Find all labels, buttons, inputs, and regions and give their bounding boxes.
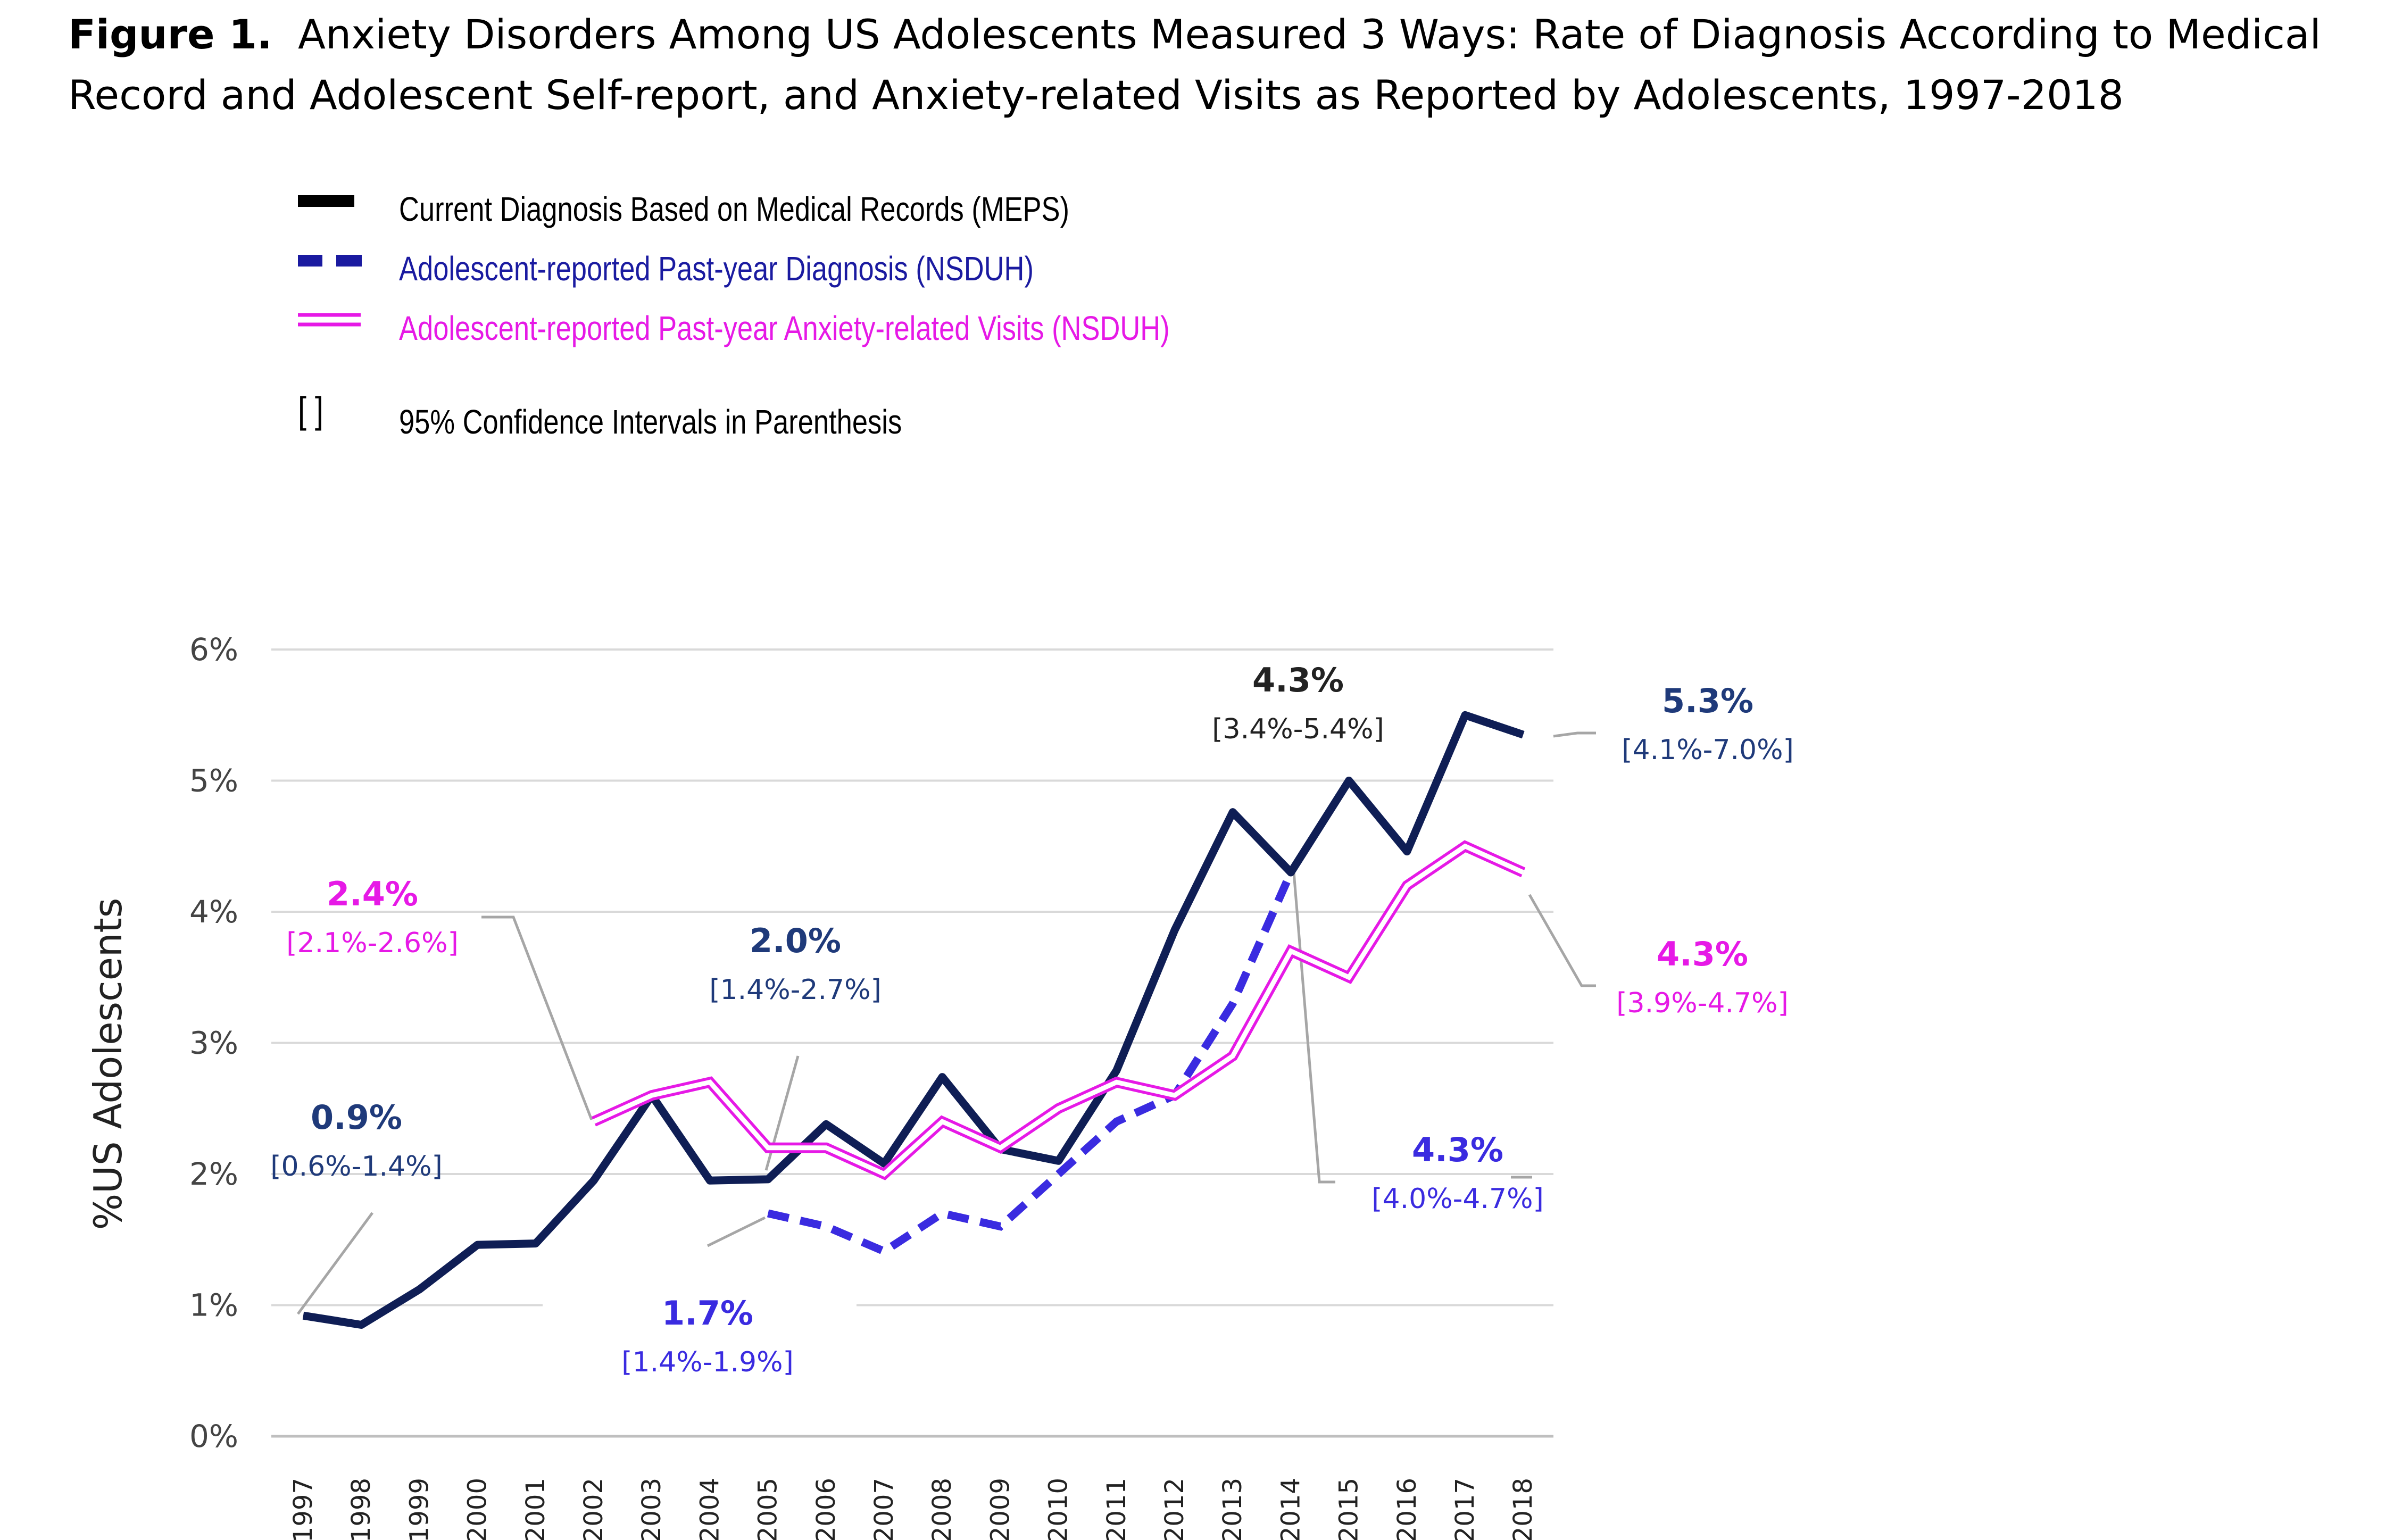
- leader-line: [1553, 731, 1596, 738]
- y-tick-label: 5%: [189, 763, 238, 799]
- x-tick-label: 2005: [753, 1478, 783, 1540]
- annotation-ci: [0.6%-1.4%]: [270, 1151, 443, 1183]
- y-tick-label: 1%: [189, 1287, 238, 1323]
- annotation-ci: [4.1%-7.0%]: [1622, 734, 1794, 766]
- leader-line: [706, 1216, 766, 1247]
- y-tick-label: 0%: [189, 1418, 238, 1454]
- x-tick-label: 2000: [463, 1478, 493, 1540]
- figure-label: Figure 1.: [68, 11, 272, 58]
- x-axis-ticks: 1997 1998 1999 2000 2001 2002 2003 2004 2005 2006…: [288, 1478, 1538, 1540]
- series-lines: [302, 711, 1526, 1329]
- legend-label-nsduh-visits: Adolescent-reported Past-year Anxiety-re…: [399, 309, 1170, 347]
- annotation-value: 4.3%: [1657, 935, 1748, 973]
- data-point: [883, 1250, 886, 1253]
- y-tick-label: 6%: [189, 631, 238, 668]
- annotation-ci: [3.4%-5.4%]: [1212, 713, 1384, 745]
- y-axis-ticks: 0% 1% 2% 3% 4% 5% 6%: [189, 631, 238, 1454]
- series-line-0: [302, 711, 1525, 1329]
- y-tick-label: 3%: [189, 1025, 238, 1061]
- leader-line: [1528, 894, 1596, 987]
- x-tick-label: 2011: [1102, 1478, 1132, 1540]
- data-point: [825, 1225, 828, 1228]
- figure-title: Figure 1. Anxiety Disorders Among US Ado…: [68, 4, 2356, 126]
- legend-item-nsduh-visits: Adolescent-reported Past-year Anxiety-re…: [298, 300, 1468, 359]
- x-tick-label: 1997: [288, 1478, 318, 1540]
- legend-label-nsduh-diagnosis: Adolescent-reported Past-year Diagnosis …: [399, 249, 1034, 288]
- annotation-ci: [4.0%-4.7%]: [1371, 1183, 1544, 1215]
- x-tick-label: 2001: [521, 1478, 551, 1540]
- annotation-ci: [3.9%-4.7%]: [1616, 987, 1789, 1019]
- x-tick-label: 2007: [869, 1478, 899, 1540]
- annotation-value: 2.4%: [327, 875, 418, 913]
- x-tick-label: 2006: [811, 1478, 841, 1540]
- x-tick-label: 2008: [927, 1478, 957, 1540]
- legend-double-line-icon: [298, 313, 361, 327]
- annotation-value: 4.3%: [1252, 661, 1344, 700]
- legend: Current Diagnosis Based on Medical Recor…: [298, 181, 1468, 457]
- legend-ci-note: 95% Confidence Intervals in Parenthesis: [399, 403, 902, 441]
- annotation-value: 1.7%: [662, 1294, 753, 1333]
- leader-line: [1292, 872, 1335, 1184]
- gridlines: [271, 648, 1553, 1438]
- annotation-ci: [1.4%-2.7%]: [709, 974, 882, 1006]
- legend-item-nsduh-diagnosis: Adolescent-reported Past-year Diagnosis …: [298, 240, 1468, 299]
- legend-ci-note-row: [ ] 95% Confidence Intervals in Parenthe…: [298, 389, 1468, 452]
- legend-item-meps: Current Diagnosis Based on Medical Recor…: [298, 181, 1468, 239]
- x-tick-label: 2004: [695, 1478, 725, 1540]
- x-tick-label: 2016: [1392, 1478, 1422, 1540]
- data-point: [941, 1212, 944, 1215]
- leader-line: [481, 915, 593, 1120]
- x-tick-label: 2015: [1334, 1478, 1364, 1540]
- x-tick-label: 2013: [1218, 1478, 1248, 1540]
- x-tick-label: 2003: [637, 1478, 667, 1540]
- legend-solid-line-icon: [298, 195, 354, 207]
- legend-label-meps: Current Diagnosis Based on Medical Recor…: [399, 190, 1070, 228]
- annotation-leader-lines: [296, 731, 1596, 1315]
- x-tick-label: 2010: [1044, 1478, 1074, 1540]
- annotation-value: 0.9%: [311, 1098, 402, 1137]
- annotations: 0.9% [0.6%-1.4%] 2.4% [2.1%-2.6%] 2.0% [1.4%-…: [270, 661, 1794, 1378]
- annotation-ci: [2.1%-2.6%]: [286, 927, 459, 959]
- x-tick-label: 2009: [985, 1478, 1015, 1540]
- x-tick-label: 2017: [1450, 1478, 1480, 1540]
- series-line-2-inner: [593, 843, 1525, 1177]
- x-tick-label: 2018: [1508, 1478, 1538, 1540]
- y-axis-title: %US Adolescents: [86, 898, 130, 1230]
- annotation-value: 5.3%: [1662, 681, 1753, 720]
- y-tick-label: 4%: [189, 894, 238, 930]
- x-tick-label: 1999: [404, 1478, 434, 1540]
- series-line-2: [591, 840, 1526, 1180]
- annotation-ci: [1.4%-1.9%]: [621, 1346, 794, 1378]
- bracket-icon: [ ]: [298, 389, 323, 431]
- annotation-value: 2.0%: [750, 921, 841, 960]
- leader-line: [296, 1212, 374, 1315]
- x-tick-label: 2014: [1276, 1478, 1306, 1540]
- x-tick-label: 2012: [1160, 1478, 1190, 1540]
- annotation-value: 4.3%: [1412, 1130, 1503, 1169]
- y-tick-label: 2%: [189, 1156, 238, 1192]
- figure-title-text: Anxiety Disorders Among US Adolescents M…: [68, 11, 2321, 119]
- series-line-1: [767, 870, 1295, 1256]
- x-tick-label: 2002: [579, 1478, 609, 1540]
- x-tick-label: 1998: [346, 1478, 376, 1540]
- legend-dashed-line-icon: [298, 255, 362, 267]
